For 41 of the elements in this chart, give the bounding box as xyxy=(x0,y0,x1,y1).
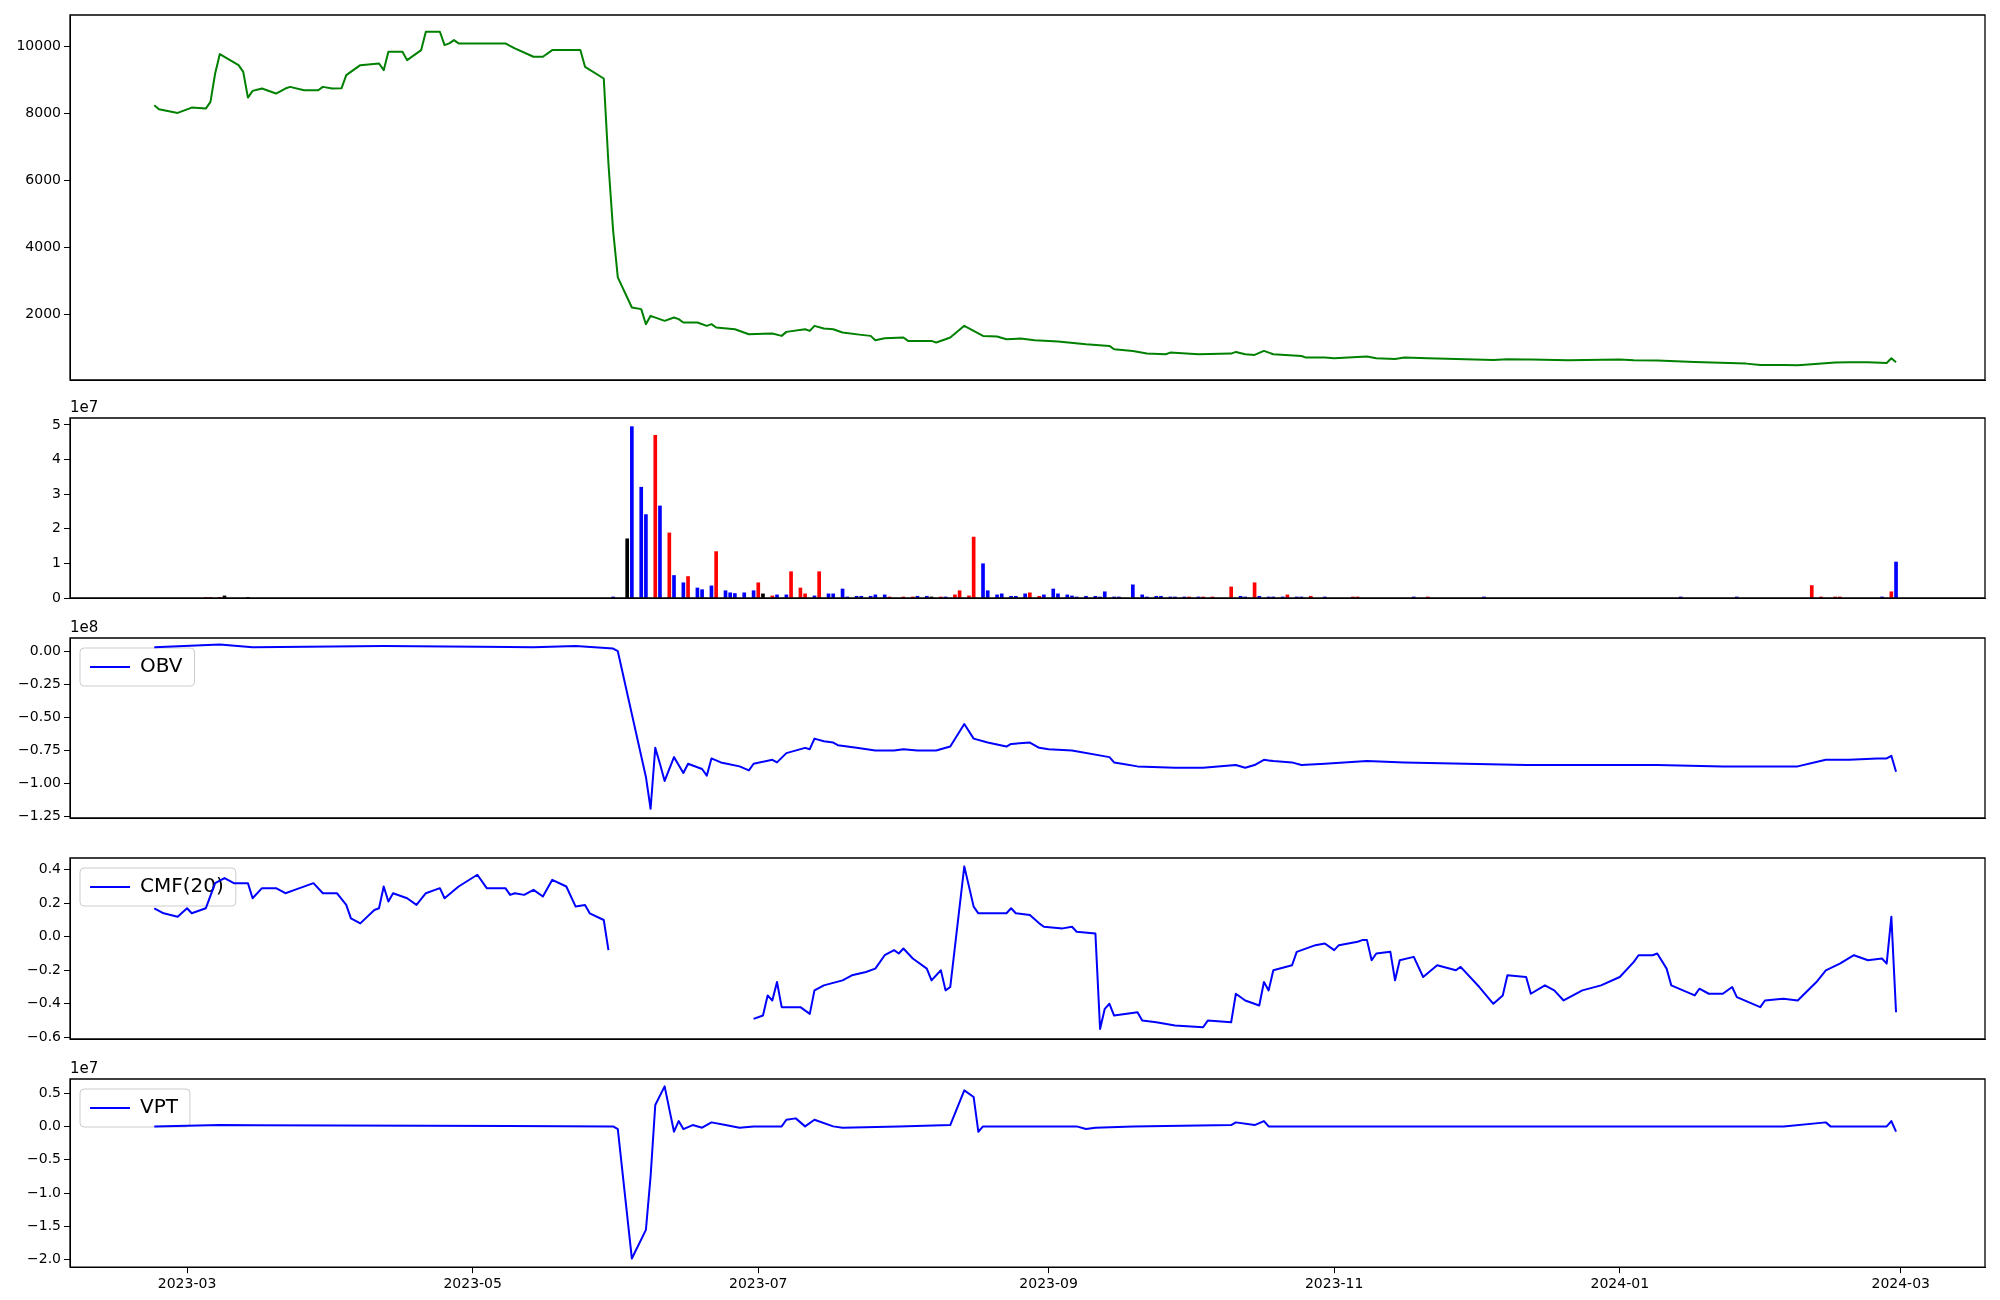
x-tick-label: 2023-11 xyxy=(1304,1275,1364,1292)
legend-label: VPT xyxy=(140,1094,179,1119)
y-tick-label: 0 xyxy=(52,588,61,605)
y-tick-label: 8000 xyxy=(25,104,61,121)
y-tick-label: 2000 xyxy=(25,304,61,321)
y-tick-label: −0.50 xyxy=(18,708,61,725)
y-tick-label: −0.25 xyxy=(18,674,61,691)
y-tick-label: −0.6 xyxy=(27,1027,62,1044)
y-tick-label: −1.5 xyxy=(27,1217,61,1234)
y-tick-label: 5 xyxy=(52,415,61,432)
x-tick-label: 2023-05 xyxy=(443,1275,502,1292)
y-tick-label: 0.5 xyxy=(38,1083,61,1100)
y-tick-label: −2.0 xyxy=(27,1250,61,1267)
y-tick-label: −0.5 xyxy=(27,1150,61,1167)
y-tick-label: 4 xyxy=(52,450,62,467)
y-tick-label: 6000 xyxy=(25,171,61,188)
y-tick-label: 0.0 xyxy=(38,1117,61,1134)
legend-label: OBV xyxy=(140,653,183,678)
y-tick-label: −1.00 xyxy=(18,774,61,791)
y-tick-label: 0.4 xyxy=(38,860,62,877)
y-tick-label: 3 xyxy=(52,484,61,501)
x-tick-label: 2024-03 xyxy=(1871,1275,1930,1292)
x-tick-label: 2023-09 xyxy=(1019,1275,1078,1292)
y-tick-label: −0.4 xyxy=(27,994,62,1011)
y-tick-label: −0.2 xyxy=(27,960,61,977)
y-tick-label: 4000 xyxy=(25,237,61,254)
y-tick-label: 0.0 xyxy=(38,927,61,944)
y-tick-label: 0.00 xyxy=(29,641,61,658)
y-tick-label: −0.75 xyxy=(18,741,61,758)
text: 1e8 xyxy=(70,618,99,637)
x-tick-label: 2023-03 xyxy=(157,1275,217,1292)
y-tick-label: 1 xyxy=(52,554,61,571)
text: 1e7 xyxy=(70,398,99,417)
y-tick-label: 0.2 xyxy=(38,893,61,910)
y-tick-label: −1.0 xyxy=(27,1183,61,1200)
y-tick-label: 2 xyxy=(52,519,61,536)
text: 1e7 xyxy=(70,1059,99,1078)
y-tick-label: 10000 xyxy=(16,37,61,54)
x-tick-label: 2024-01 xyxy=(1590,1275,1650,1292)
y-tick-label: −1.25 xyxy=(18,807,61,824)
x-tick-label: 2023-07 xyxy=(729,1275,788,1292)
